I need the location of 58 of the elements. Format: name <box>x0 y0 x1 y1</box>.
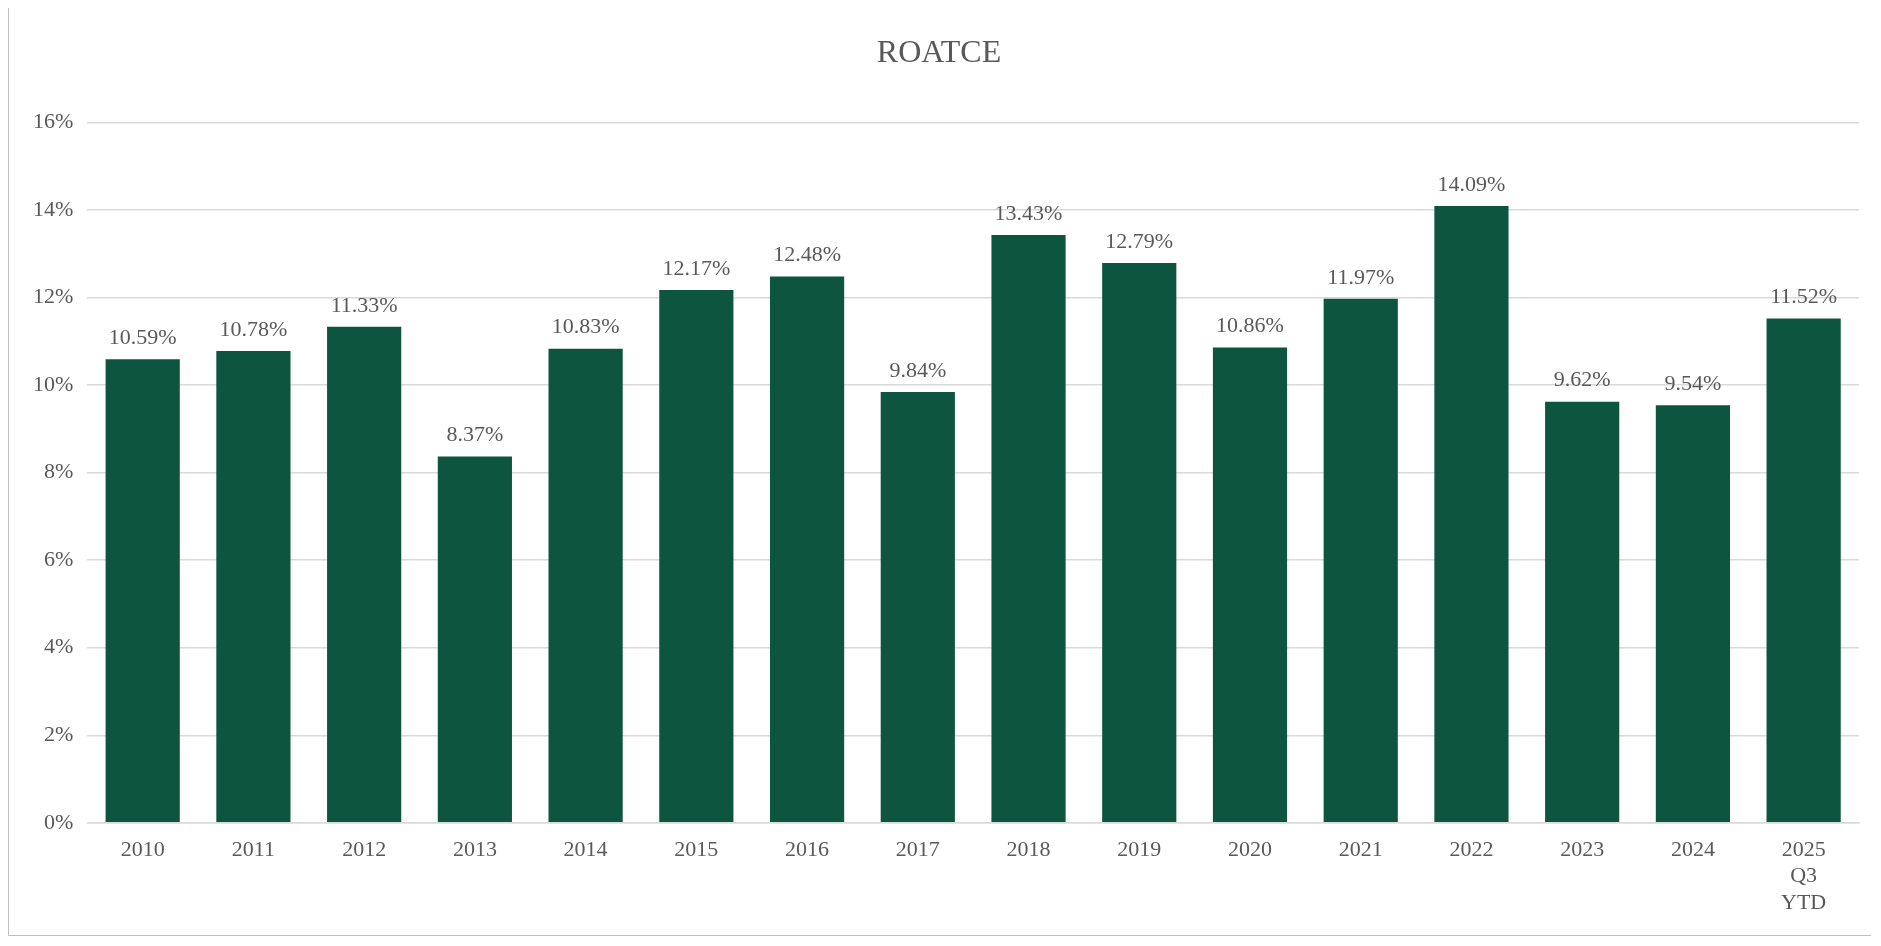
chart-title: ROATCE <box>876 32 1002 69</box>
data-label: 11.33% <box>330 291 398 317</box>
y-tick-label: 0% <box>44 808 74 834</box>
bar <box>1102 262 1177 823</box>
y-tick-label: 6% <box>44 545 74 571</box>
data-label: 9.84% <box>889 356 947 382</box>
x-tick-label: 2012 <box>342 835 387 861</box>
data-label: 11.97% <box>1327 263 1395 289</box>
bar <box>327 326 402 823</box>
data-label: 10.86% <box>1216 312 1284 338</box>
bar <box>880 392 955 823</box>
bar <box>769 276 845 823</box>
x-tick-label: 2015 <box>674 835 719 861</box>
y-tick-label: 12% <box>33 283 74 309</box>
x-tick-label: 2025 Q3 YTD <box>1781 835 1827 914</box>
y-tick-label: 16% <box>33 108 74 134</box>
x-tick-label: 2024 <box>1670 835 1715 861</box>
data-label: 12.17% <box>662 254 731 280</box>
x-tick-label: 2014 <box>563 835 608 861</box>
bar <box>216 350 291 823</box>
bar <box>1655 405 1730 823</box>
x-tick-label: 2017 <box>895 835 940 861</box>
data-label: 12.79% <box>1105 227 1174 253</box>
bar <box>1766 318 1841 823</box>
bar <box>1545 401 1620 823</box>
data-label: 11.52% <box>1770 283 1838 309</box>
x-tick-label: 2023 <box>1560 835 1605 861</box>
bar <box>1434 206 1509 823</box>
y-tick-label: 14% <box>33 195 74 221</box>
bar <box>1323 298 1398 823</box>
x-tick-label: 2020 <box>1227 835 1272 861</box>
x-tick-label: 2018 <box>1006 835 1051 861</box>
data-label: 10.78% <box>219 315 288 341</box>
x-tick-label: 2016 <box>785 835 830 861</box>
bar <box>1212 347 1288 823</box>
bar <box>437 456 512 823</box>
x-tick-label: 2011 <box>231 835 276 861</box>
x-tick-label: 2013 <box>452 835 497 861</box>
data-label: 9.62% <box>1553 366 1611 392</box>
y-tick-label: 2% <box>44 721 74 747</box>
data-label: 12.48% <box>773 241 841 267</box>
data-label: 8.37% <box>446 421 504 447</box>
x-tick-label: 2019 <box>1117 835 1162 861</box>
bar <box>991 234 1066 823</box>
data-label: 13.43% <box>994 199 1063 225</box>
x-tick-label: 2021 <box>1338 835 1383 861</box>
data-label: 10.83% <box>551 313 620 339</box>
y-tick-label: 4% <box>44 633 74 659</box>
y-tick-label: 8% <box>44 458 74 484</box>
bar <box>105 359 180 823</box>
y-tick-label: 10% <box>33 370 74 396</box>
data-label: 14.09% <box>1437 170 1506 196</box>
x-tick-label: 2010 <box>120 835 165 861</box>
bar <box>659 290 734 823</box>
data-label: 10.59% <box>108 324 177 349</box>
data-label: 9.54% <box>1664 369 1722 395</box>
bar <box>548 348 623 823</box>
x-tick-label: 2022 <box>1449 835 1494 861</box>
